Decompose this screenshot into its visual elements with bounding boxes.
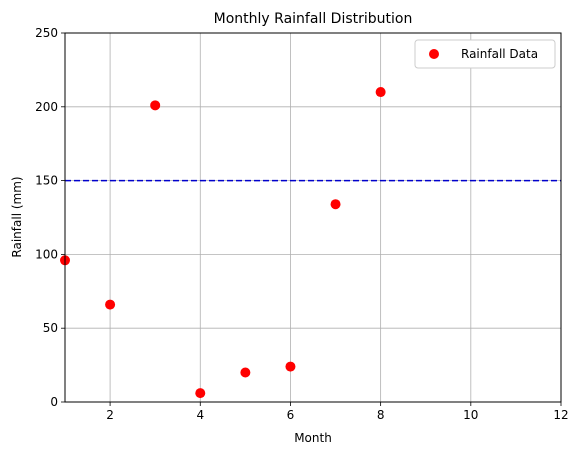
data-point [150,100,161,111]
x-tick-label: 8 [377,408,385,422]
data-points [60,87,386,399]
y-axis-label: Rainfall (mm) [10,176,24,257]
grid-lines [65,32,562,403]
data-point [240,367,251,378]
legend-marker [429,49,439,59]
x-axis-label: Month [294,431,332,445]
x-axis-ticks: 2 4 6 8 10 12 [106,402,569,422]
data-point [195,388,206,399]
data-point [105,299,116,310]
x-tick-label: 2 [106,408,114,422]
x-tick-label: 10 [463,408,478,422]
legend: Rainfall Data [414,39,556,69]
legend-label: Rainfall Data [461,47,538,61]
y-tick-label: 150 [35,174,58,188]
data-point [330,199,341,210]
y-tick-label: 250 [35,26,58,40]
chart-title: Monthly Rainfall Distribution [214,11,413,27]
y-tick-label: 0 [50,395,58,409]
y-tick-label: 50 [43,321,58,335]
x-tick-label: 6 [287,408,295,422]
x-tick-label: 4 [196,408,204,422]
x-tick-label: 12 [553,408,568,422]
data-point [375,87,386,98]
legend-box [414,39,556,69]
data-point [285,361,296,372]
y-axis-ticks: 0 50 100 150 200 250 [35,26,65,409]
y-tick-label: 200 [35,100,58,114]
y-tick-label: 100 [35,247,58,261]
plot-frame [64,32,562,403]
